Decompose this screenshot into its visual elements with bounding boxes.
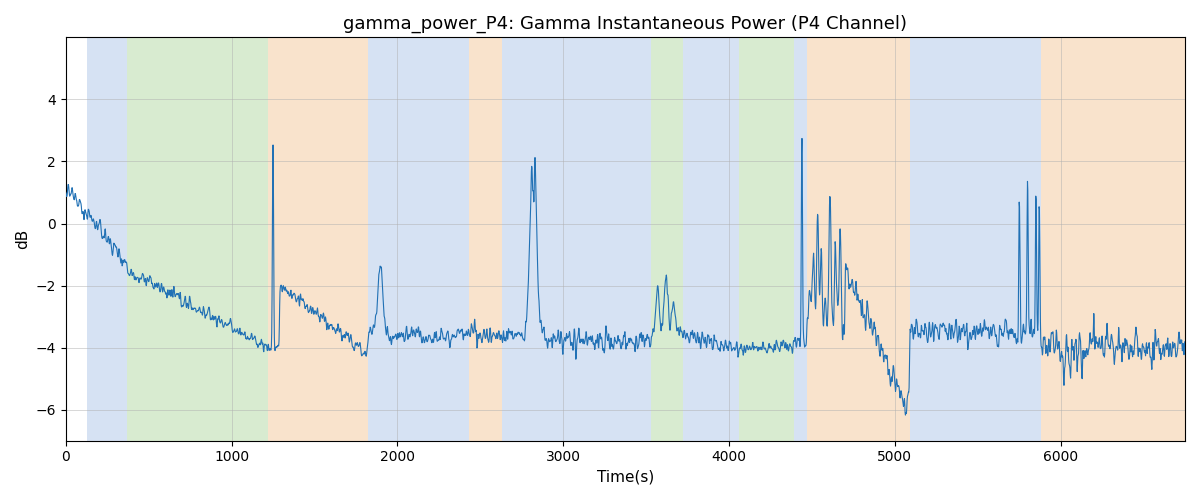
Bar xyxy=(910,38,1040,440)
Bar xyxy=(652,38,683,440)
X-axis label: Time(s): Time(s) xyxy=(596,470,654,485)
Bar xyxy=(88,38,127,440)
Y-axis label: dB: dB xyxy=(16,229,30,249)
Bar xyxy=(127,38,268,440)
Bar xyxy=(683,38,739,440)
Bar xyxy=(268,38,367,440)
Bar xyxy=(793,38,806,440)
Bar xyxy=(367,38,469,440)
Title: gamma_power_P4: Gamma Instantaneous Power (P4 Channel): gamma_power_P4: Gamma Instantaneous Powe… xyxy=(343,15,907,34)
Bar xyxy=(1040,38,1186,440)
Bar xyxy=(469,38,502,440)
Bar xyxy=(739,38,793,440)
Bar xyxy=(502,38,652,440)
Bar xyxy=(806,38,910,440)
